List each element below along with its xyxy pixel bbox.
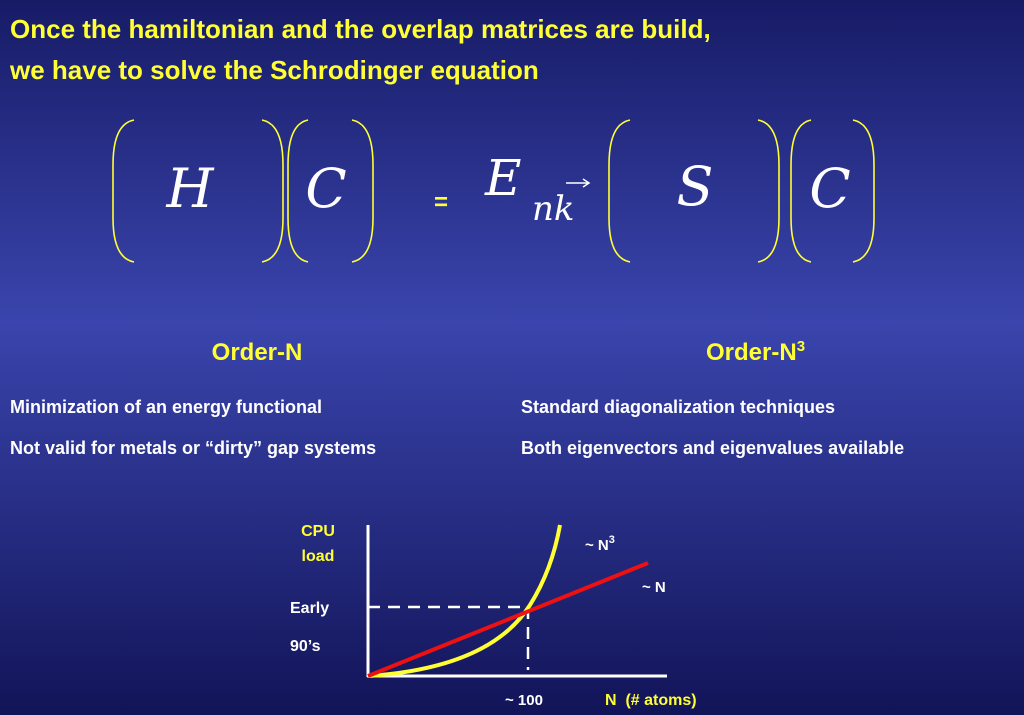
list-item: Not valid for metals or “dirty” gap syst…	[10, 438, 376, 458]
schematic-graph: CPU load Early 90’s ~ N3 ~ N ~ 100 N (# …	[290, 523, 697, 709]
math-symbol: E	[484, 149, 522, 207]
curve-label: ~ N	[642, 579, 666, 596]
heading: Order-N3	[706, 338, 805, 366]
math-symbol: H	[165, 157, 214, 220]
title-line: Once the hamiltonian and the overlap mat…	[10, 14, 711, 44]
math-subscript: nk	[532, 189, 575, 229]
math-symbol: C	[305, 157, 346, 220]
axis-label: N (# atoms)	[605, 692, 697, 709]
annotation: ~ 100	[505, 692, 543, 709]
equation: H C = E nk S C	[112, 119, 875, 263]
equals: =	[434, 189, 448, 216]
list-item: Minimization of an energy functional	[10, 397, 322, 417]
math-symbol: S	[677, 155, 714, 218]
annotation: Early	[290, 600, 329, 617]
annotation: 90’s	[290, 638, 321, 655]
heading-text: Order-N	[706, 339, 797, 366]
vector-arrow	[566, 178, 591, 188]
title-line: we have to solve the Schrodinger equatio…	[9, 55, 539, 85]
list-item: Both eigenvectors and eigenvalues availa…	[521, 438, 904, 458]
axis-label: CPU	[301, 523, 335, 540]
heading: Order-N	[212, 339, 303, 366]
superscript: 3	[797, 338, 805, 355]
axis-label: load	[302, 548, 335, 565]
curve-label-text: ~ N	[585, 537, 609, 554]
list-item: Standard diagonalization techniques	[521, 397, 835, 417]
superscript: 3	[609, 534, 615, 546]
curve-label: ~ N3	[585, 534, 615, 554]
math-symbol: C	[809, 157, 850, 220]
